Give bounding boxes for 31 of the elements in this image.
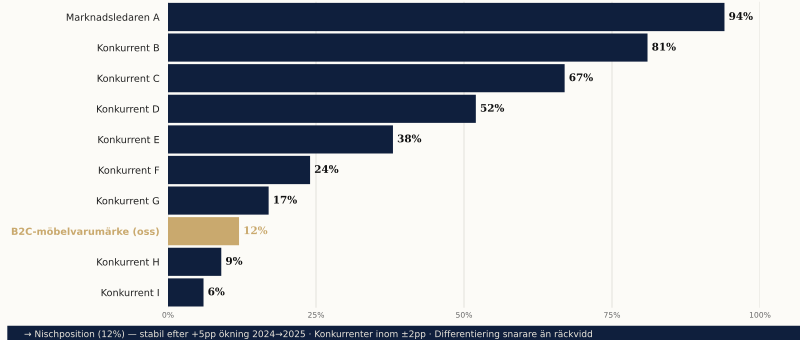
data-label: 6% xyxy=(208,288,225,296)
data-label: 67% xyxy=(569,73,593,82)
y-tick-label: Konkurrent G xyxy=(96,196,159,204)
data-label: 94% xyxy=(729,12,753,20)
bar xyxy=(168,186,269,215)
y-tick-label: Konkurrent D xyxy=(97,105,160,113)
y-tick-label: Konkurrent I xyxy=(102,288,159,296)
data-label: 52% xyxy=(480,104,504,112)
data-label: 9% xyxy=(226,256,242,265)
bar xyxy=(168,248,222,276)
data-label: 81% xyxy=(652,42,676,51)
bar xyxy=(168,156,310,184)
bar xyxy=(168,34,648,62)
y-tick-label: B2C-möbelvarumärke (oss) xyxy=(12,227,159,236)
bar xyxy=(168,2,724,32)
data-label: 24% xyxy=(314,165,338,174)
y-tick-label: Konkurrent B xyxy=(98,44,159,52)
data-label: 38% xyxy=(398,134,422,142)
data-label: 12% xyxy=(244,226,268,234)
data-label: 17% xyxy=(274,196,297,204)
bar xyxy=(168,278,204,306)
bar xyxy=(168,125,393,154)
bar xyxy=(168,64,565,92)
y-tick-label: Konkurrent C xyxy=(98,74,160,82)
bar xyxy=(168,94,476,123)
y-tick-label: Konkurrent H xyxy=(97,258,159,266)
bar xyxy=(168,217,240,246)
y-tick-label: Konkurrent E xyxy=(98,136,160,144)
y-tick-label: Konkurrent F xyxy=(98,166,160,174)
text: → Nischposition (12%) — stabil efter +5pp ökning 2024→2025 · Konkurrenter inom ±2pp · Differentiering snarare än räckvidd xyxy=(24,330,592,339)
y-tick-label: Marknadsledaren A xyxy=(66,13,160,21)
